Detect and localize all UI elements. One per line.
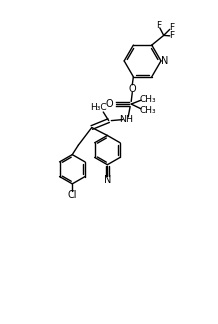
Text: H₃C: H₃C <box>90 103 107 112</box>
Text: O: O <box>128 84 136 94</box>
Text: Cl: Cl <box>68 190 77 200</box>
Text: O: O <box>106 99 113 109</box>
Text: F: F <box>169 23 174 32</box>
Text: F: F <box>156 21 162 30</box>
Text: N: N <box>104 175 111 185</box>
Text: F: F <box>169 31 174 40</box>
Text: N: N <box>161 56 169 66</box>
Text: CH₃: CH₃ <box>140 95 156 104</box>
Text: NH: NH <box>119 115 133 124</box>
Text: CH₃: CH₃ <box>140 106 156 115</box>
